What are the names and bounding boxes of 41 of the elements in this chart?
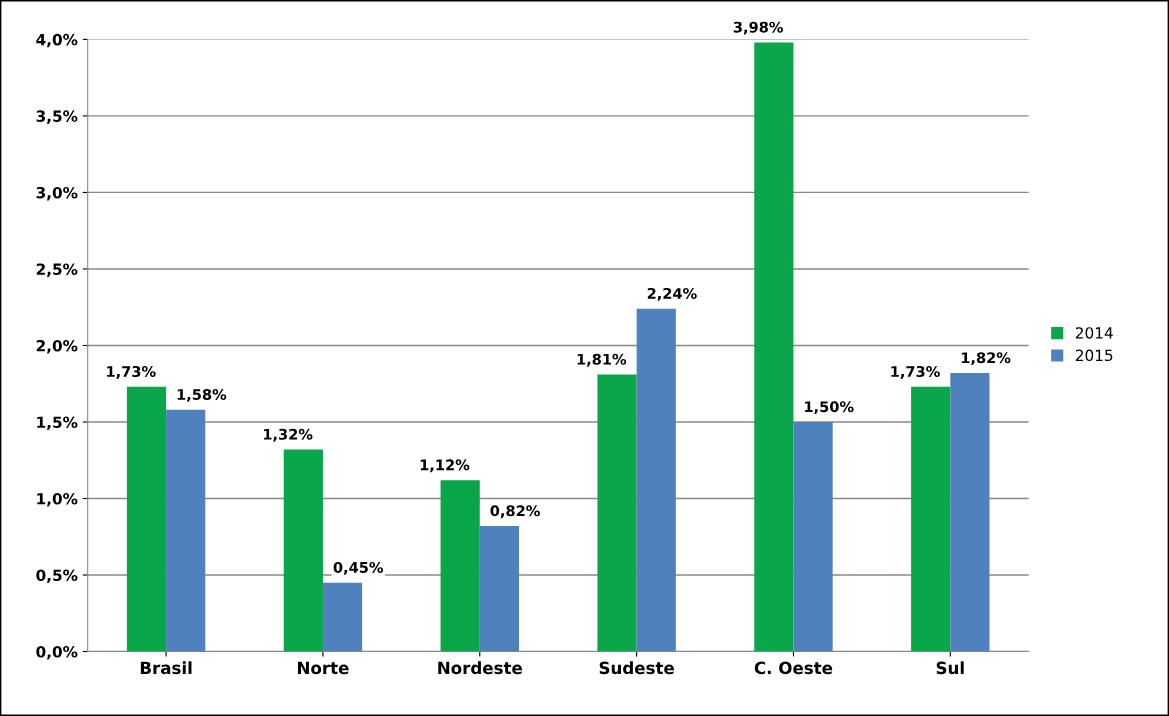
x-tick-label: Norte [298,661,349,675]
data-label: 3,98% [733,21,783,35]
bar [322,582,363,652]
data-label: 1,12% [420,459,470,473]
x-tick-label: Brasil [140,661,192,675]
bar [479,526,519,652]
bar [911,386,951,652]
y-tick-label: 2,0% [36,339,78,354]
data-label: 1,82% [961,352,1011,366]
y-tick-label: 3,5% [36,110,78,124]
x-tick-label: Nordeste [438,661,522,675]
data-label: 0,82% [490,505,540,519]
data-label: 0,45% [333,561,384,575]
y-tick-label: 1,0% [37,492,78,507]
x-tick-label: Sudeste [599,661,674,675]
y-tick-label: 4,0% [36,33,78,48]
y-tick-label: 0,0% [36,646,78,660]
y-tick-label: 2,5% [36,263,78,277]
data-label: 1,73% [107,365,156,379]
bar [597,374,637,652]
legend-label: 2014 [1075,327,1113,339]
bar [950,373,990,652]
x-tick-label: C. Oeste [754,661,833,675]
data-label: 1,58% [177,388,227,402]
bar [636,308,676,652]
y-tick-label: 0,5% [36,569,78,584]
bar [440,480,480,652]
bar [126,386,167,652]
data-label: 1,81% [577,353,627,367]
x-tick-label: Sul [936,661,964,675]
legend-label: 2015 [1075,349,1113,362]
y-tick-label: 3,0% [36,186,78,201]
y-tick-label: 1,5% [37,416,78,430]
data-label: 1,50% [805,401,854,415]
bar [793,421,833,652]
bar [754,42,794,652]
data-label: 1,73% [891,365,940,379]
data-label: 2,24% [647,287,697,301]
data-label: 1,32% [264,428,313,442]
bar [166,409,206,652]
bar [283,449,323,652]
